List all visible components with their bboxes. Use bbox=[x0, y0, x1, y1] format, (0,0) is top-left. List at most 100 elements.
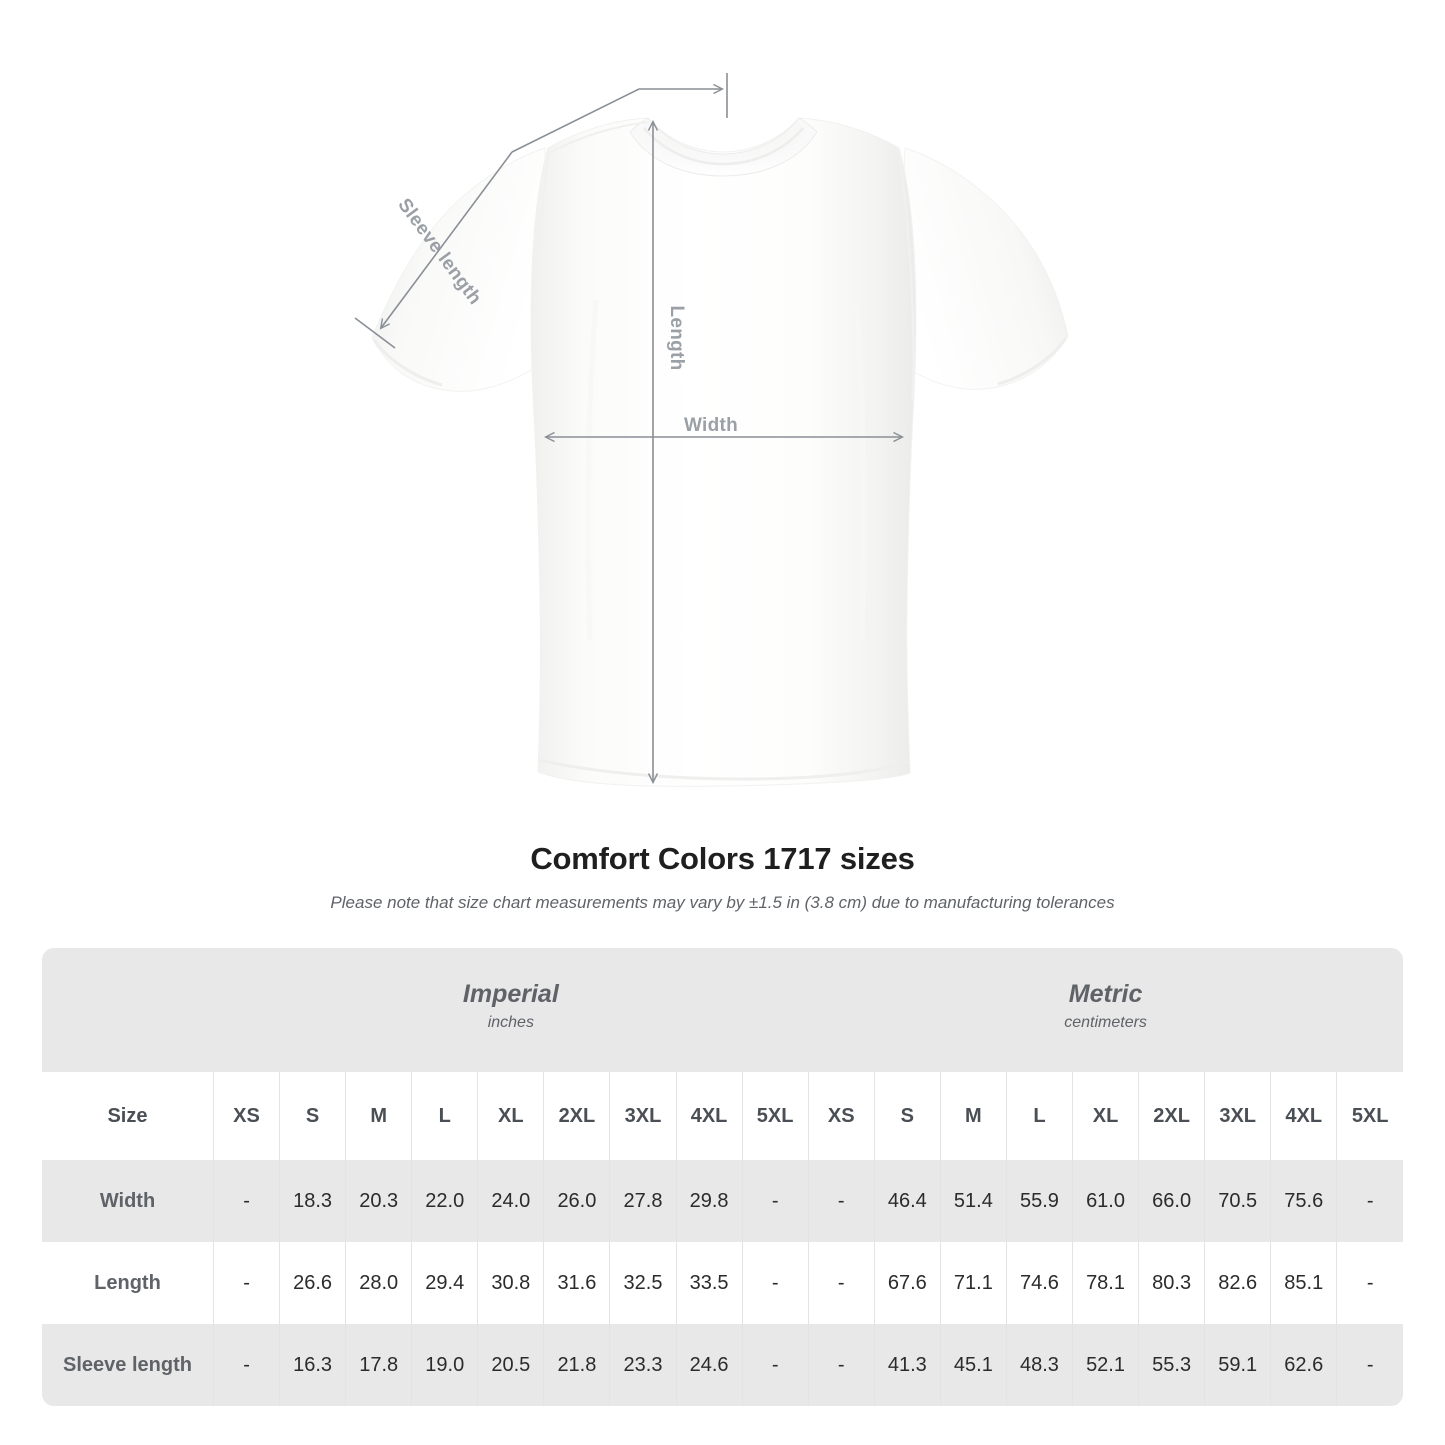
cell-length-imperial-m: 28.0 bbox=[345, 1242, 412, 1324]
cell-sleeve-length-metric-xl: 52.1 bbox=[1071, 1324, 1139, 1406]
left-shoulder-seam bbox=[550, 121, 650, 153]
cell-sleeve-length-metric-5xl: - bbox=[1336, 1324, 1403, 1406]
size-header-cell-metric-m: M bbox=[939, 1072, 1007, 1160]
row-label-sleeve-length: Sleeve length bbox=[42, 1324, 214, 1406]
fabric-fold-right bbox=[853, 299, 867, 641]
cell-sleeve-length-imperial-2xl: 21.8 bbox=[543, 1324, 610, 1406]
cell-sleeve-length-metric-3xl: 59.1 bbox=[1204, 1324, 1271, 1406]
size-header-cell-metric-l: L bbox=[1005, 1072, 1073, 1160]
size-header-cell-metric-4xl: 4XL bbox=[1270, 1072, 1337, 1160]
size-header-cell-metric-2xl: 2XL bbox=[1138, 1072, 1205, 1160]
cell-width-metric-s: 46.4 bbox=[873, 1160, 941, 1242]
size-header-cell-imperial-l: L bbox=[411, 1072, 478, 1160]
tshirt-diagram: Sleeve length Length Width bbox=[354, 73, 1069, 787]
size-header-cell-imperial-5xl: 5XL bbox=[741, 1072, 809, 1160]
length-label: Length bbox=[666, 305, 687, 370]
size-header-cell-imperial-4xl: 4XL bbox=[675, 1072, 743, 1160]
cell-sleeve-length-imperial-5xl: - bbox=[741, 1324, 809, 1406]
cell-sleeve-length-metric-4xl: 62.6 bbox=[1270, 1324, 1337, 1406]
cell-width-metric-3xl: 70.5 bbox=[1204, 1160, 1271, 1242]
left-sleeve-hem bbox=[372, 339, 443, 387]
cell-width-metric-l: 55.9 bbox=[1005, 1160, 1073, 1242]
cell-length-metric-s: 67.6 bbox=[873, 1242, 941, 1324]
unit-group-name: Metric bbox=[1068, 980, 1143, 1009]
cell-length-imperial-2xl: 31.6 bbox=[543, 1242, 610, 1324]
cell-length-imperial-l: 29.4 bbox=[411, 1242, 478, 1324]
cell-sleeve-length-imperial-3xl: 23.3 bbox=[609, 1324, 677, 1406]
unit-group-header-imperial: Imperial inches bbox=[213, 948, 809, 1072]
cell-width-metric-m: 51.4 bbox=[939, 1160, 1007, 1242]
tolerance-note: Please note that size chart measurements… bbox=[330, 893, 1115, 913]
size-header-cell-metric-xl: XL bbox=[1071, 1072, 1139, 1160]
size-header-cell-metric-s: S bbox=[873, 1072, 941, 1160]
cell-length-imperial-xl: 30.8 bbox=[477, 1242, 544, 1324]
cell-sleeve-length-imperial-xs: - bbox=[212, 1324, 280, 1406]
cell-width-imperial-4xl: 29.8 bbox=[675, 1160, 743, 1242]
cell-width-imperial-3xl: 27.8 bbox=[609, 1160, 677, 1242]
sleeve-lead-elbow bbox=[511, 88, 640, 153]
cell-length-imperial-5xl: - bbox=[741, 1242, 809, 1324]
size-header-cell-imperial-xl: XL bbox=[477, 1072, 544, 1160]
tshirt-garment bbox=[371, 117, 1069, 787]
cell-sleeve-length-metric-xs: - bbox=[807, 1324, 875, 1406]
right-armhole-seam bbox=[898, 149, 915, 401]
collar-inner-line bbox=[643, 127, 804, 166]
cell-width-imperial-m: 20.3 bbox=[345, 1160, 412, 1242]
size-chart-table-body: Imperial inches Metric centimeters Size XS S M L… bbox=[42, 948, 1403, 1406]
right-sleeve bbox=[896, 147, 1069, 390]
cell-width-imperial-5xl: - bbox=[741, 1160, 809, 1242]
unit-group-name: Imperial bbox=[462, 980, 559, 1009]
size-header-cell-metric-5xl: 5XL bbox=[1336, 1072, 1403, 1160]
table-row: Width -18.3 20.3 22.0 24.0 26.0 27.8 29.8- -46.4… bbox=[42, 1160, 1403, 1242]
cell-length-imperial-4xl: 33.5 bbox=[675, 1242, 743, 1324]
cell-sleeve-length-metric-s: 41.3 bbox=[873, 1324, 941, 1406]
size-chart-table: Imperial inches Metric centimeters Size XS S M L… bbox=[42, 948, 1403, 1406]
cell-width-imperial-xs: - bbox=[212, 1160, 280, 1242]
unit-group-header-metric: Metric centimeters bbox=[808, 948, 1403, 1072]
size-chart-table-wrapper: Imperial inches Metric centimeters Size XS S M L… bbox=[42, 948, 1403, 1406]
size-column-header: Size bbox=[42, 1072, 214, 1160]
fabric-fold-left bbox=[585, 299, 599, 641]
cell-length-metric-4xl: 85.1 bbox=[1270, 1242, 1337, 1324]
size-header-cell-imperial-3xl: 3XL bbox=[609, 1072, 677, 1160]
size-header-cell-imperial-xs: XS bbox=[212, 1072, 280, 1160]
cell-width-imperial-s: 18.3 bbox=[279, 1160, 346, 1242]
table-row: Sleeve length -16.3 17.8 19.0 20.5 21.8 23.3 24… bbox=[42, 1324, 1403, 1406]
cell-length-imperial-s: 26.6 bbox=[279, 1242, 346, 1324]
table-row: Length -26.6 28.0 29.4 30.8 31.6 32.5 33.5- -67.… bbox=[42, 1242, 1403, 1324]
cell-width-imperial-l: 22.0 bbox=[411, 1160, 478, 1242]
bottom-hem bbox=[538, 758, 910, 781]
cell-width-imperial-xl: 24.0 bbox=[477, 1160, 544, 1242]
cell-sleeve-length-imperial-s: 16.3 bbox=[279, 1324, 346, 1406]
cell-length-metric-5xl: - bbox=[1336, 1242, 1403, 1324]
chart-heading: Comfort Colors 1717 sizes Please note th… bbox=[0, 840, 1445, 914]
cell-sleeve-length-metric-m: 45.1 bbox=[939, 1324, 1007, 1406]
unit-group-subtitle: centimeters bbox=[1064, 1013, 1147, 1031]
cell-width-metric-5xl: - bbox=[1336, 1160, 1403, 1242]
cell-length-metric-xl: 78.1 bbox=[1071, 1242, 1139, 1324]
size-header-cell-imperial-s: S bbox=[279, 1072, 346, 1160]
cell-length-metric-l: 74.6 bbox=[1005, 1242, 1073, 1324]
collar bbox=[629, 117, 818, 177]
left-armhole-seam bbox=[533, 149, 550, 401]
cell-width-imperial-2xl: 26.0 bbox=[543, 1160, 610, 1242]
page-title: Comfort Colors 1717 sizes bbox=[530, 841, 915, 876]
size-header-cell-imperial-2xl: 2XL bbox=[543, 1072, 610, 1160]
width-annotation: Width bbox=[546, 415, 902, 437]
cell-sleeve-length-metric-l: 48.3 bbox=[1005, 1324, 1073, 1406]
cell-sleeve-length-metric-2xl: 55.3 bbox=[1138, 1324, 1205, 1406]
cell-sleeve-length-imperial-m: 17.8 bbox=[345, 1324, 412, 1406]
unit-header-row: Imperial inches Metric centimeters bbox=[42, 948, 1403, 1072]
row-label-length: Length bbox=[42, 1242, 214, 1324]
unit-row-spacer bbox=[42, 948, 214, 1072]
length-annotation: Length bbox=[653, 122, 687, 782]
sleeve-measure-line bbox=[381, 151, 513, 328]
tshirt-body bbox=[530, 117, 917, 787]
cell-length-imperial-3xl: 32.5 bbox=[609, 1242, 677, 1324]
cell-length-metric-xs: - bbox=[807, 1242, 875, 1324]
cell-width-metric-2xl: 66.0 bbox=[1138, 1160, 1205, 1242]
row-label-width: Width bbox=[42, 1160, 214, 1242]
sleeve-end-tick bbox=[354, 317, 396, 349]
cell-length-imperial-xs: - bbox=[212, 1242, 280, 1324]
cell-sleeve-length-imperial-l: 19.0 bbox=[411, 1324, 478, 1406]
